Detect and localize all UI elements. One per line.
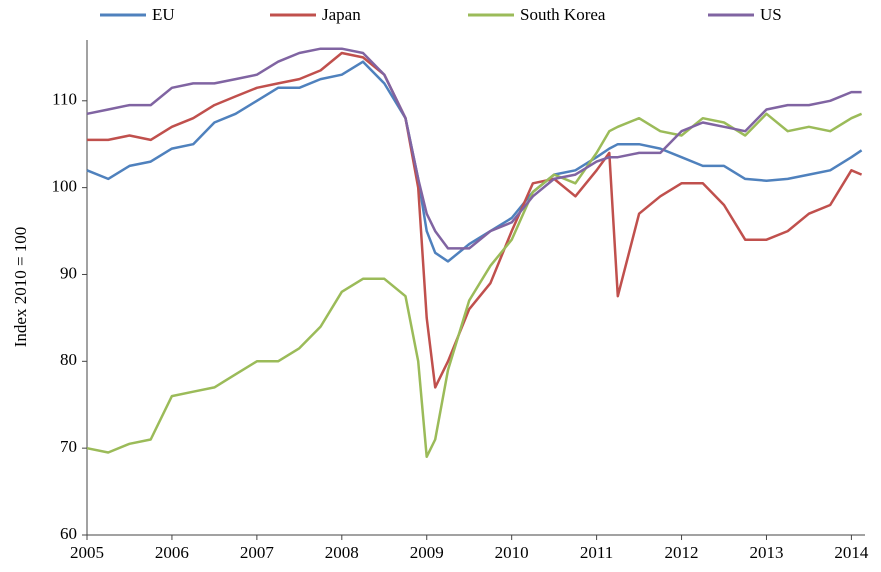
- line-series: [86, 60, 863, 263]
- x-tick-label: 2005: [70, 543, 104, 562]
- legend-label: Japan: [322, 5, 361, 24]
- y-tick-label: 70: [60, 437, 77, 456]
- line-series: [86, 47, 862, 250]
- x-tick-label: 2008: [325, 543, 359, 562]
- y-tick-label: 60: [60, 524, 77, 543]
- x-tick-label: 2009: [410, 543, 444, 562]
- y-tick-label: 90: [60, 263, 77, 282]
- x-tick-label: 2007: [240, 543, 275, 562]
- x-tick-label: 2011: [580, 543, 613, 562]
- legend-label: US: [760, 5, 782, 24]
- legend-label: South Korea: [520, 5, 606, 24]
- x-tick-label: 2010: [495, 543, 529, 562]
- legend-label: EU: [152, 5, 175, 24]
- line-series: [86, 112, 863, 459]
- y-tick-label: 100: [52, 177, 78, 196]
- x-tick-label: 2013: [749, 543, 783, 562]
- line-series: [87, 51, 863, 389]
- x-tick-label: 2014: [834, 543, 869, 562]
- x-tick-label: 2012: [665, 543, 699, 562]
- y-axis-label: Index 2010 = 100: [11, 227, 30, 348]
- x-tick-label: 2006: [155, 543, 189, 562]
- y-tick-label: 80: [60, 350, 77, 369]
- y-tick-label: 110: [52, 90, 77, 109]
